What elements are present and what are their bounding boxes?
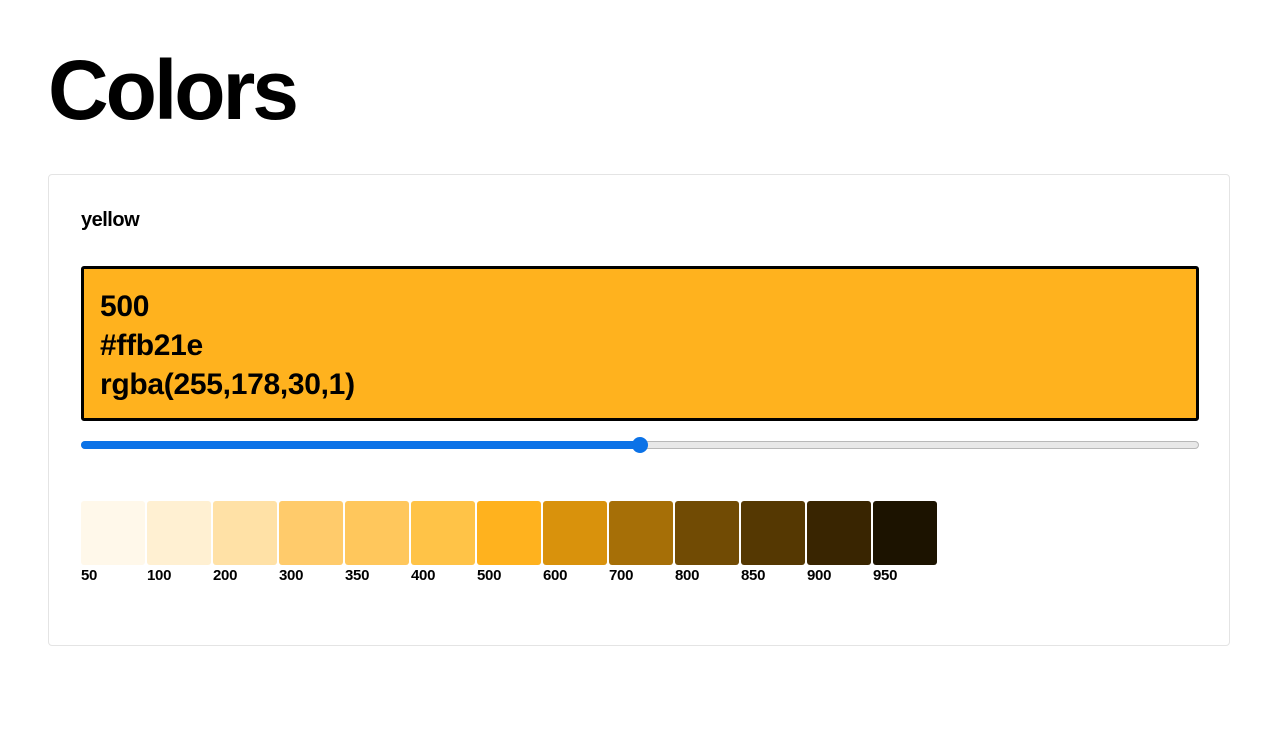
swatch-color[interactable] [279,501,343,565]
swatch-color[interactable] [807,501,871,565]
slider-thumb[interactable] [632,437,648,453]
color-name: yellow [81,209,140,231]
swatch-color[interactable] [213,501,277,565]
swatch-100[interactable]: 100 [147,501,211,585]
swatch-350[interactable]: 350 [345,501,409,585]
swatch-label: 700 [609,567,634,584]
swatch-950[interactable]: 950 [873,501,937,585]
swatch-color[interactable] [147,501,211,565]
swatch-label: 600 [543,567,568,584]
swatch-label: 900 [807,567,832,584]
color-card: yellow 500 #ffb21e rgba(255,178,30,1) 50… [48,174,1230,646]
swatch-label: 850 [741,567,766,584]
swatch-color[interactable] [345,501,409,565]
swatch-400[interactable]: 400 [411,501,475,585]
selected-shade-label: 500 [100,290,150,323]
swatch-color[interactable] [873,501,937,565]
selected-rgba-value: rgba(255,178,30,1) [100,368,355,401]
swatch-label: 200 [213,567,238,584]
swatch-color[interactable] [741,501,805,565]
swatch-700[interactable]: 700 [609,501,673,585]
swatch-label: 100 [147,567,172,584]
swatch-color[interactable] [609,501,673,565]
selected-color-preview: 500 #ffb21e rgba(255,178,30,1) [81,266,1199,421]
swatch-label: 350 [345,567,370,584]
swatch-color[interactable] [411,501,475,565]
swatch-50[interactable]: 50 [81,501,145,585]
swatch-label: 500 [477,567,502,584]
swatch-200[interactable]: 200 [213,501,277,585]
swatch-label: 800 [675,567,700,584]
swatch-800[interactable]: 800 [675,501,739,585]
swatch-900[interactable]: 900 [807,501,871,585]
swatch-label: 400 [411,567,436,584]
slider-fill [81,441,640,449]
page-title: Colors [48,43,299,137]
swatch-600[interactable]: 600 [543,501,607,585]
swatch-label: 50 [81,567,98,584]
shade-slider[interactable] [81,436,1199,454]
swatch-color[interactable] [477,501,541,565]
swatch-300[interactable]: 300 [279,501,343,585]
swatch-label: 950 [873,567,898,584]
swatch-850[interactable]: 850 [741,501,805,585]
swatch-label: 300 [279,567,304,584]
swatch-500[interactable]: 500 [477,501,541,585]
swatch-color[interactable] [675,501,739,565]
swatch-color[interactable] [543,501,607,565]
swatch-color[interactable] [81,501,145,565]
selected-hex-value: #ffb21e [100,329,203,362]
swatch-list: 50 100 200 300 350 400 500 600 700 800 850 900 950 [81,501,939,585]
